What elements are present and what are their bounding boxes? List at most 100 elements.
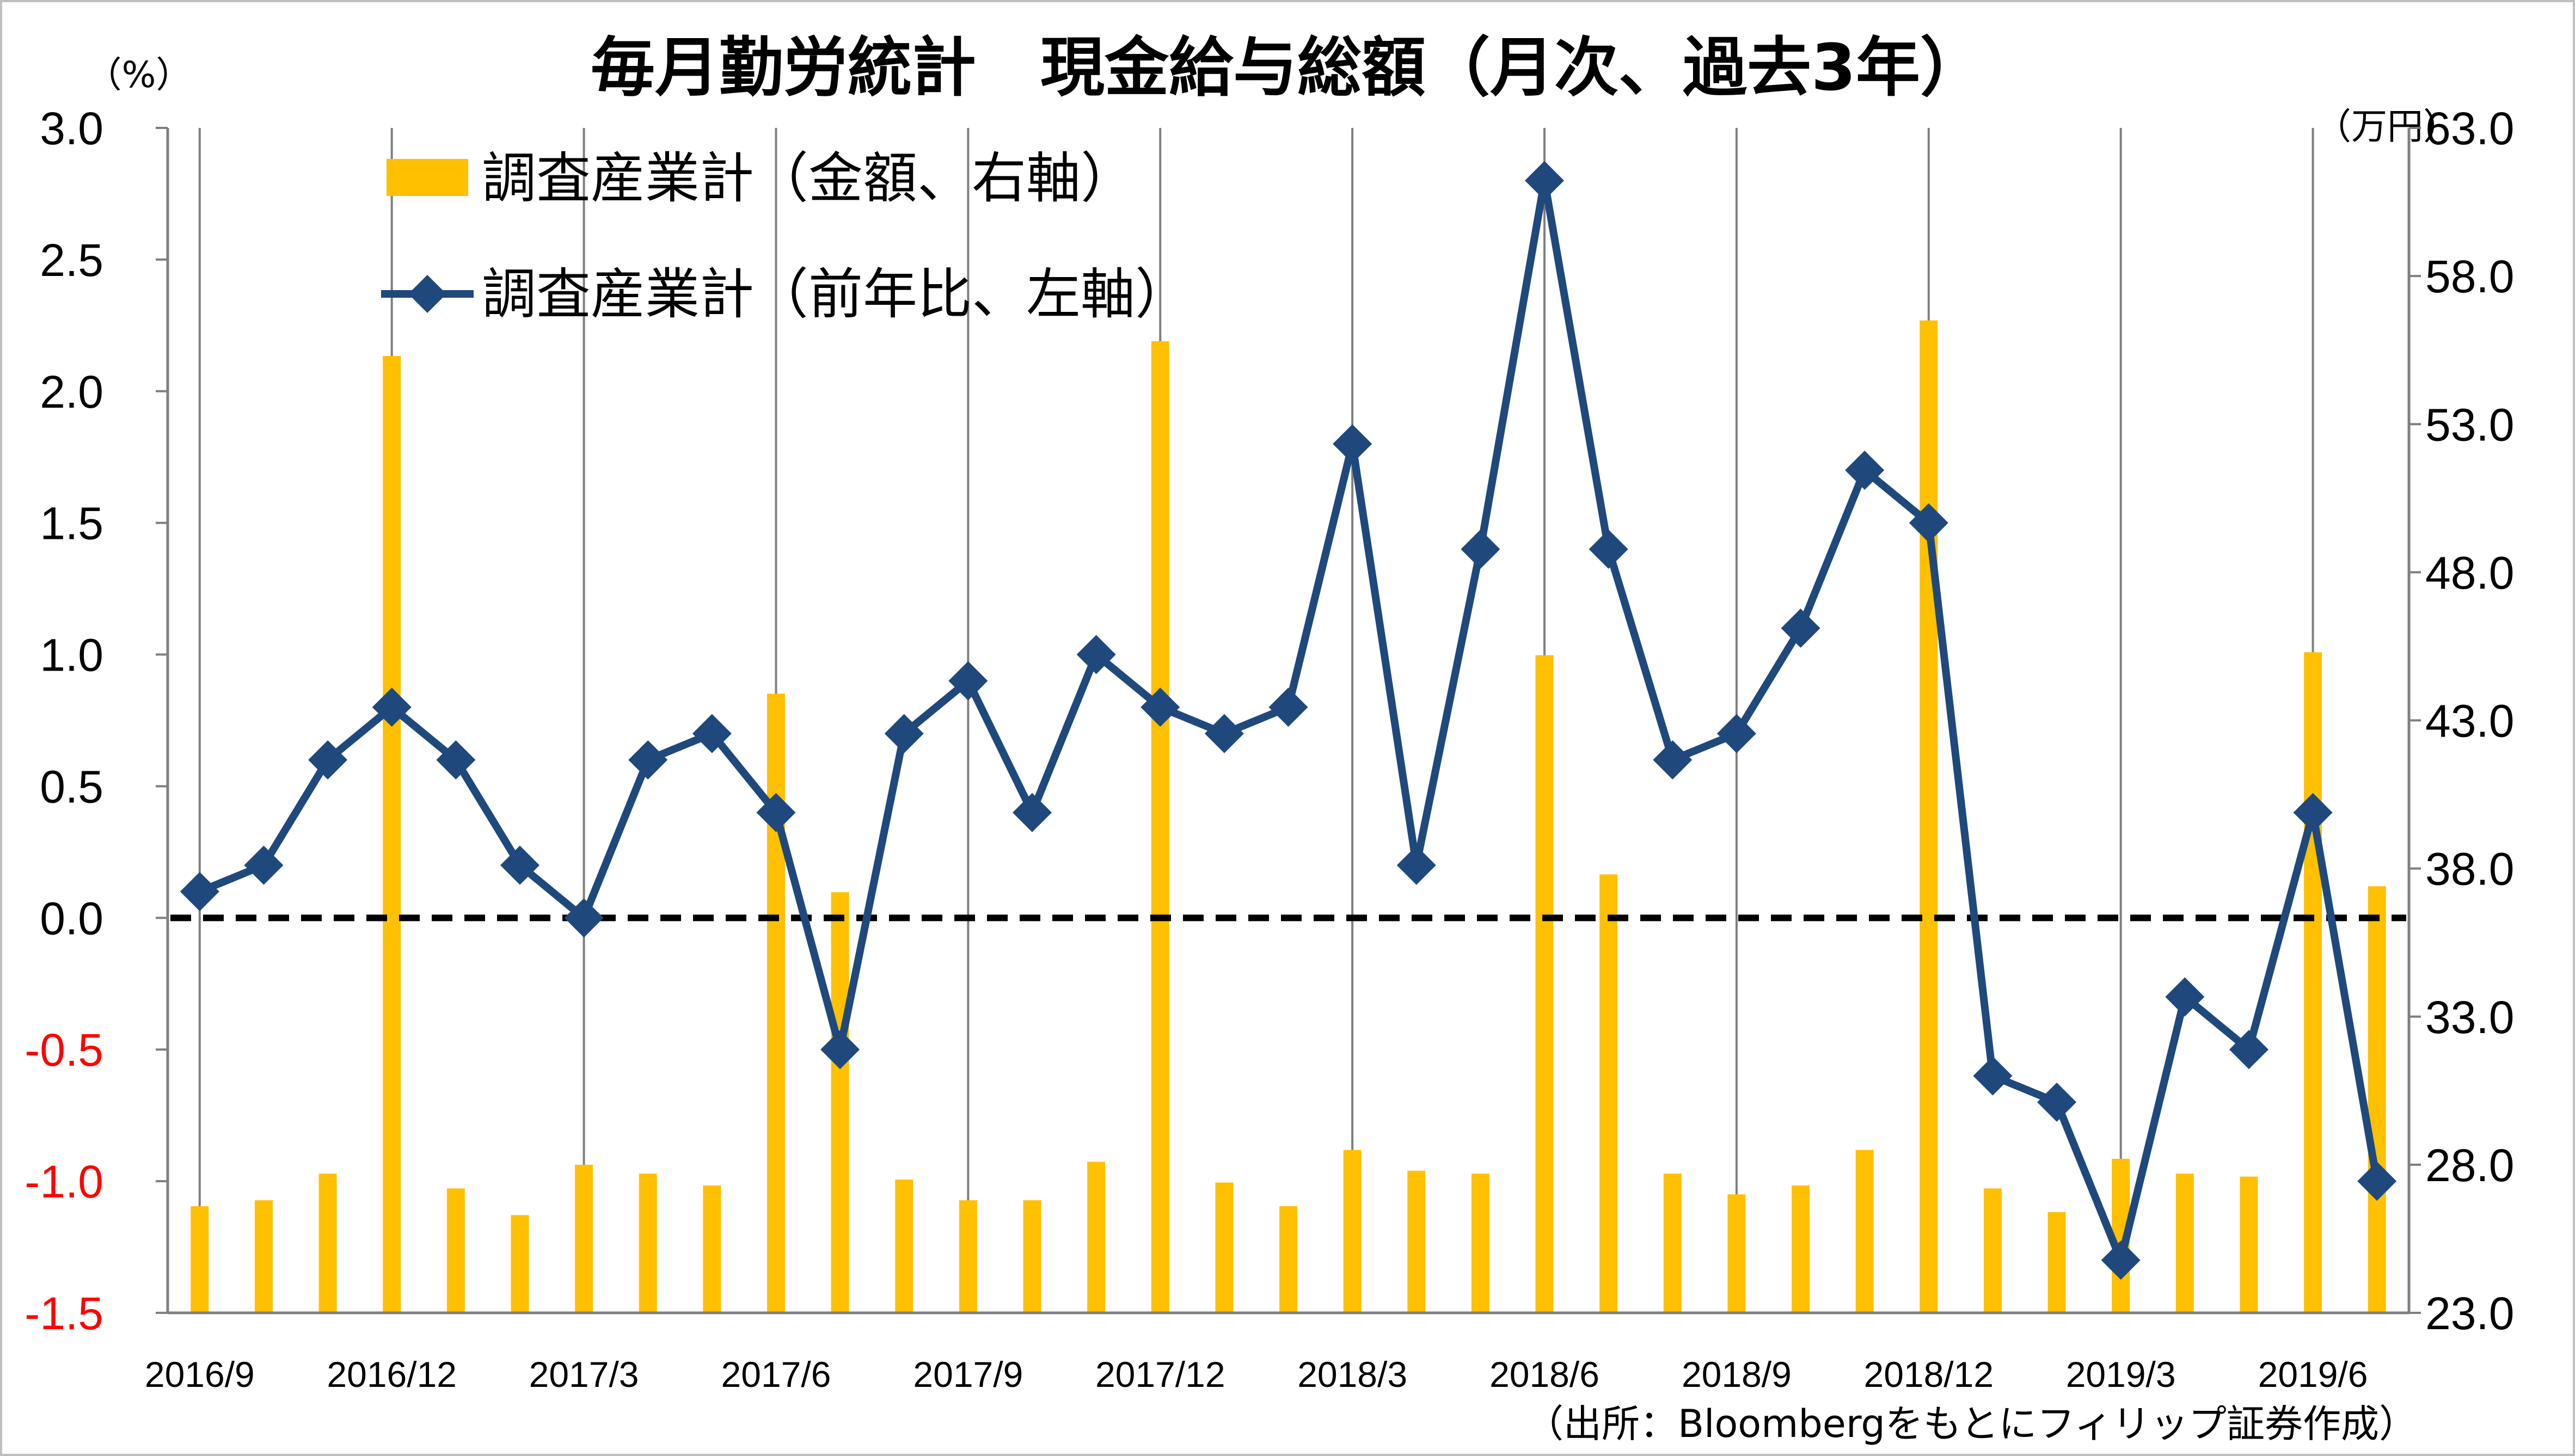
point-2018/5 <box>1461 530 1500 569</box>
point-2018/6 <box>1525 161 1565 200</box>
legend-label-line: 調査産業計（前年比、左軸） <box>482 262 1190 326</box>
point-2017/9 <box>948 661 988 701</box>
right-tick-label: 33.0 <box>2425 992 2515 1043</box>
x-tick-label: 2019/6 <box>2258 1354 2368 1394</box>
bar-2017/8 <box>895 1179 913 1313</box>
bar-2018/1 <box>1215 1182 1234 1313</box>
left-tick-label: 1.0 <box>40 630 103 681</box>
bar-2016/10 <box>254 1200 273 1313</box>
bar-2017/1 <box>446 1188 465 1313</box>
left-tick-label: -0.5 <box>24 1024 103 1076</box>
x-tick-label: 2016/9 <box>145 1354 255 1394</box>
bar-2018/6 <box>1535 655 1554 1313</box>
x-tick-label: 2018/3 <box>1297 1354 1407 1394</box>
point-2016/9 <box>180 871 219 911</box>
bar-2018/5 <box>1471 1174 1489 1313</box>
left-tick-label: 2.5 <box>40 235 103 286</box>
point-2018/8 <box>1653 740 1693 780</box>
bar-2019/1 <box>1983 1188 2002 1313</box>
point-2018/12 <box>1909 503 1948 543</box>
left-tick-label: -1.0 <box>24 1156 103 1207</box>
point-2019/3 <box>2101 1240 2141 1280</box>
right-tick-label: 58.0 <box>2425 251 2515 302</box>
bar-2019/5 <box>2240 1176 2258 1313</box>
bar-2018/11 <box>1855 1150 1874 1313</box>
x-tick-label: 2017/12 <box>1095 1354 1225 1394</box>
x-tick-label: 2018/6 <box>1489 1354 1599 1394</box>
bar-2017/10 <box>1023 1200 1041 1313</box>
bar-2017/2 <box>511 1215 529 1313</box>
legend: 調査産業計（金額、右軸） 調査産業計（前年比、左軸） <box>381 146 1190 326</box>
bar-2018/4 <box>1407 1170 1426 1313</box>
right-tick-label: 28.0 <box>2425 1140 2515 1191</box>
bar-2019/7 <box>2368 886 2386 1313</box>
bar-series <box>191 320 2386 1313</box>
bar-2018/7 <box>1599 874 1618 1313</box>
left-tick-label: -1.5 <box>24 1288 103 1339</box>
point-2019/4 <box>2165 977 2205 1017</box>
left-tick-label: 3.0 <box>40 103 103 154</box>
bar-2016/12 <box>383 356 401 1313</box>
point-2017/5 <box>692 714 732 753</box>
right-tick-label: 23.0 <box>2425 1288 2515 1339</box>
point-2017/7 <box>820 1030 860 1070</box>
point-2018/10 <box>1781 609 1820 648</box>
point-2016/12 <box>372 687 412 727</box>
bar-2018/3 <box>1343 1150 1362 1313</box>
bar-2017/4 <box>639 1174 657 1313</box>
point-2017/12 <box>1141 687 1180 727</box>
bar-2016/11 <box>318 1174 337 1313</box>
point-2017/8 <box>884 714 924 753</box>
right-y-axis-ticks: 63.0 58.0 53.0 48.0 43.0 38.0 33.0 28.0 23.0 <box>2409 103 2515 1339</box>
point-2016/10 <box>244 845 284 885</box>
bar-2018/10 <box>1792 1185 1810 1313</box>
bar-2017/5 <box>703 1185 721 1313</box>
point-2019/5 <box>2229 1030 2269 1070</box>
left-axis-unit: （%） <box>86 54 192 96</box>
left-tick-label: 0.0 <box>40 893 103 944</box>
point-2018/11 <box>1845 450 1885 490</box>
right-tick-label: 43.0 <box>2425 696 2515 747</box>
x-tick-label: 2017/3 <box>529 1354 639 1394</box>
left-tick-label: 1.5 <box>40 498 103 549</box>
point-2019/6 <box>2293 792 2333 832</box>
x-tick-label: 2016/12 <box>327 1354 457 1394</box>
point-2017/11 <box>1076 635 1116 674</box>
point-2017/2 <box>500 845 539 885</box>
point-2018/7 <box>1589 530 1628 569</box>
point-2018/9 <box>1716 714 1756 753</box>
x-tick-label: 2018/9 <box>1682 1354 1792 1394</box>
bar-2018/8 <box>1663 1174 1682 1313</box>
left-y-axis-ticks: 3.0 2.5 2.0 1.5 1.0 0.5 0.0 -0.5 -1.0 -1.5 <box>24 103 168 1339</box>
x-tick-label: 2017/6 <box>721 1354 831 1394</box>
x-tick-label: 2017/9 <box>913 1354 1023 1394</box>
point-2016/11 <box>308 740 348 780</box>
bar-2018/12 <box>1920 320 1938 1313</box>
bar-2017/11 <box>1087 1162 1106 1313</box>
left-tick-label: 2.0 <box>40 366 103 417</box>
point-2019/1 <box>1973 1056 2013 1096</box>
point-2017/1 <box>436 740 476 780</box>
legend-label-bar: 調査産業計（金額、右軸） <box>482 146 1135 210</box>
x-tick-label: 2018/12 <box>1863 1354 1994 1394</box>
right-tick-label: 53.0 <box>2425 399 2515 450</box>
right-tick-label: 63.0 <box>2425 103 2515 154</box>
bar-2017/12 <box>1151 341 1169 1313</box>
point-2017/3 <box>564 898 604 938</box>
bar-2017/7 <box>831 892 849 1313</box>
x-axis-ticks: 2016/9 2016/12 2017/3 2017/6 2017/9 2017/12 20… <box>145 1354 2368 1394</box>
source-note: （出所：Bloombergをもとにフィリップ証券作成） <box>1525 1402 2417 1446</box>
bar-2019/4 <box>2175 1174 2194 1313</box>
legend-swatch-bar <box>387 159 468 196</box>
bar-2017/6 <box>767 693 785 1313</box>
line-series <box>180 161 2397 1280</box>
point-2017/6 <box>756 792 796 832</box>
bar-2019/2 <box>2047 1212 2066 1313</box>
bar-2019/6 <box>2304 652 2322 1313</box>
x-tick-label: 2019/3 <box>2066 1354 2176 1394</box>
right-axis-unit: （万円） <box>2315 106 2459 148</box>
bar-2016/9 <box>191 1206 209 1313</box>
legend-swatch-marker <box>408 275 446 313</box>
